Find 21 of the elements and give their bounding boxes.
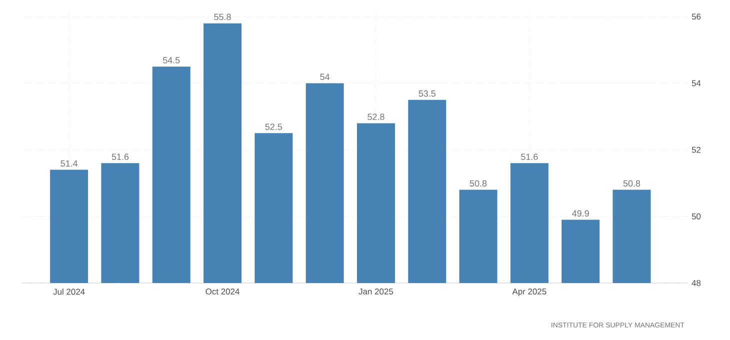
y-tick-label: 56: [692, 14, 701, 20]
y-tick-label: 54: [692, 80, 701, 86]
data-label: 53.5: [418, 90, 436, 97]
y-tick-label: 50: [692, 213, 701, 220]
data-label: 54: [320, 74, 330, 80]
data-label: 51.6: [112, 154, 129, 160]
data-label: 50.8: [470, 180, 487, 187]
y-tick-label: 48: [692, 280, 701, 286]
data-label: 51.4: [60, 160, 78, 167]
x-tick-label: Apr 2025: [512, 288, 546, 296]
data-label: 50.8: [623, 180, 640, 187]
data-label: 52.5: [265, 124, 282, 130]
data-label: 55.8: [214, 14, 231, 20]
x-tick-label: Jul 2024: [53, 288, 85, 295]
data-label: 49.9: [572, 210, 589, 217]
x-tick-label: Jan 2025: [358, 288, 394, 295]
x-tick-label: Oct 2024: [206, 288, 240, 295]
data-label: 51.6: [521, 154, 538, 160]
data-label: 52.8: [368, 114, 384, 120]
data-label: 54.5: [163, 57, 180, 64]
y-tick-label: 52: [692, 146, 701, 153]
